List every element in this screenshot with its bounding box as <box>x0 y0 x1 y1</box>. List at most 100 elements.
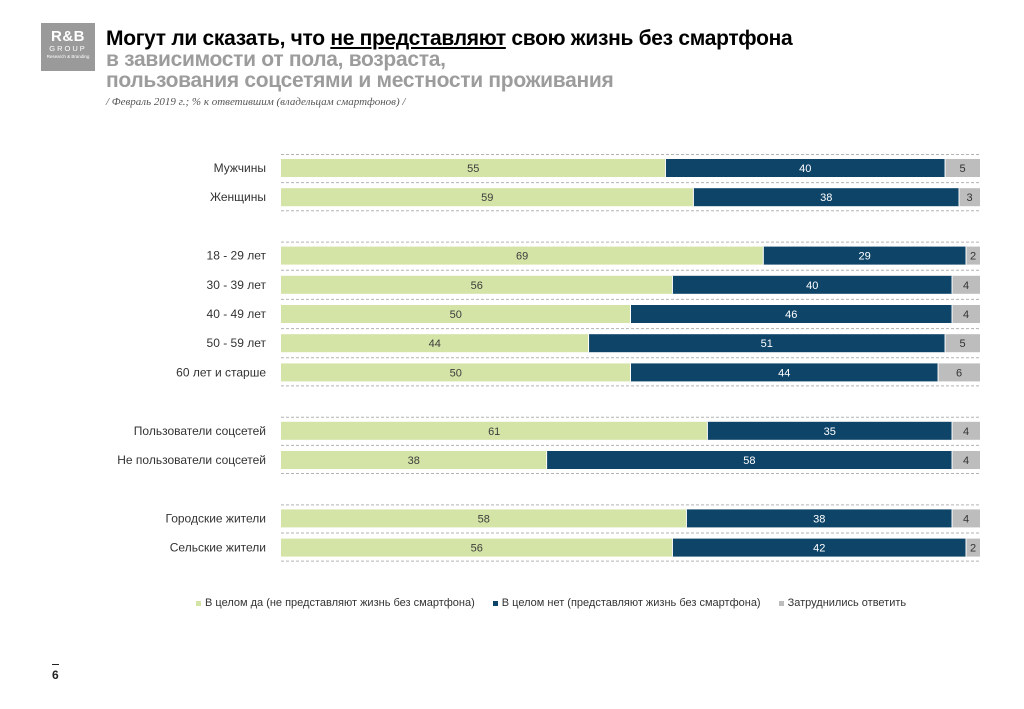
bar-segment-no <box>665 159 946 177</box>
data-label-yes: 55 <box>467 163 479 175</box>
title-post: свою жизнь без смартфона <box>505 27 793 50</box>
data-label-hard: 4 <box>963 513 969 525</box>
title-underlined: не представляют <box>330 27 506 50</box>
data-label-hard: 4 <box>963 280 969 292</box>
data-label-hard: 2 <box>970 543 976 555</box>
data-label-yes: 56 <box>471 280 483 292</box>
legend-label-hard: Затруднились ответить <box>787 597 907 609</box>
bar-segment-hard <box>945 334 980 353</box>
data-label-hard: 5 <box>959 338 965 350</box>
data-label-hard: 5 <box>959 163 965 175</box>
bar-segment-yes <box>281 275 673 294</box>
bar-segment-hard <box>952 451 980 469</box>
data-label-yes: 50 <box>450 367 462 379</box>
bar-segment-yes <box>281 451 547 469</box>
bar-segment-no <box>686 509 953 528</box>
data-label-no: 40 <box>806 280 818 292</box>
legend-label-no: В целом нет (представляют жизнь без смар… <box>501 597 761 609</box>
bar-segment-no <box>693 188 960 207</box>
category-label: Городские жители <box>166 511 267 525</box>
category-label: Сельские жители <box>170 541 266 555</box>
legend-item-no: В целом нет (представляют жизнь без смар… <box>492 597 761 609</box>
bar-segment-hard <box>952 305 980 323</box>
page-title: Могут ли сказать, что не представляют св… <box>106 28 986 49</box>
logo-main: R&B <box>51 28 85 45</box>
data-label-yes: 56 <box>471 543 483 555</box>
category-label: Мужчины <box>214 161 266 175</box>
data-label-yes: 58 <box>478 513 490 525</box>
bar-segment-hard <box>952 509 980 528</box>
bar-segment-hard <box>945 159 980 177</box>
data-label-hard: 3 <box>966 192 972 204</box>
data-label-hard: 4 <box>963 309 969 321</box>
bar-segment-yes <box>281 509 687 528</box>
bar-segment-no <box>672 538 967 557</box>
legend-item-yes: В целом да (не представляют жизнь без см… <box>196 597 475 609</box>
subtitle-line-2: пользования соцсетями и местности прожив… <box>106 69 614 92</box>
category-label: 30 - 39 лет <box>207 278 267 292</box>
bar-segment-hard <box>966 538 980 557</box>
data-label-no: 40 <box>799 163 811 175</box>
subtitle-line-1: в зависимости от пола, возраста, <box>106 48 446 71</box>
bar-segment-no <box>630 363 939 382</box>
bar-segment-yes <box>281 334 589 353</box>
bar-segment-hard <box>952 275 980 294</box>
data-label-hard: 2 <box>970 251 976 263</box>
bar-segment-yes <box>281 421 708 440</box>
bar-segment-yes <box>281 188 694 207</box>
category-label: 40 - 49 лет <box>207 307 267 321</box>
bar-segment-no <box>630 305 953 323</box>
legend-item-hard: Затруднились ответить <box>778 597 907 609</box>
bar-segment-no <box>588 334 946 353</box>
data-label-hard: 4 <box>963 426 969 438</box>
bar-segment-hard <box>952 421 980 440</box>
bar-segment-no <box>763 246 967 265</box>
data-label-no: 58 <box>743 455 755 467</box>
data-label-no: 51 <box>761 338 773 350</box>
chart-legend: В целом да (не представляют жизнь без см… <box>196 597 906 609</box>
title-note: / Февраль 2019 г.; % к ответившим (владе… <box>106 96 406 108</box>
bar-segment-yes <box>281 159 666 177</box>
bar-segment-no <box>707 421 953 440</box>
data-label-no: 29 <box>859 251 871 263</box>
category-label: 60 лет и старше <box>176 365 266 379</box>
page-number-mark <box>52 664 59 665</box>
title-pre: Могут ли сказать, что <box>106 27 331 50</box>
bar-segment-no <box>672 275 953 294</box>
category-label: Женщины <box>210 190 266 204</box>
bar-segment-yes <box>281 538 673 557</box>
bar-segment-hard <box>966 246 980 265</box>
logo-tagline: Research & Branding <box>46 54 90 59</box>
legend-swatch-yes <box>196 600 201 606</box>
data-label-yes: 61 <box>488 426 500 438</box>
bar-segment-hard <box>938 363 980 382</box>
data-label-no: 35 <box>824 426 836 438</box>
data-label-hard: 4 <box>963 455 969 467</box>
category-label: Пользователи соцсетей <box>134 424 266 438</box>
data-label-no: 38 <box>813 513 825 525</box>
data-label-yes: 50 <box>450 309 462 321</box>
bar-segment-no <box>546 451 953 469</box>
legend-swatch-no <box>492 600 498 606</box>
data-label-no: 42 <box>813 543 825 555</box>
data-label-yes: 44 <box>429 338 441 350</box>
category-label: 50 - 59 лет <box>207 336 267 350</box>
data-label-yes: 38 <box>408 455 420 467</box>
data-label-yes: 69 <box>516 251 528 263</box>
legend-swatch-hard <box>778 600 784 606</box>
legend-label-yes: В целом да (не представляют жизнь без см… <box>205 597 475 609</box>
category-label: Не пользователи соцсетей <box>117 453 266 467</box>
bar-segment-yes <box>281 305 631 323</box>
header: Могут ли сказать, что не представляют св… <box>106 28 986 108</box>
page-number: 6 <box>52 668 59 682</box>
data-label-no: 46 <box>785 309 797 321</box>
data-label-no: 38 <box>820 192 832 204</box>
category-label: 18 - 29 лет <box>207 249 267 263</box>
bar-segment-yes <box>281 246 764 265</box>
bar-segment-yes <box>281 363 631 382</box>
data-label-no: 44 <box>778 367 790 379</box>
logo-sub: GROUP <box>49 44 87 53</box>
bar-segment-hard <box>959 188 980 207</box>
data-label-hard: 6 <box>956 367 962 379</box>
